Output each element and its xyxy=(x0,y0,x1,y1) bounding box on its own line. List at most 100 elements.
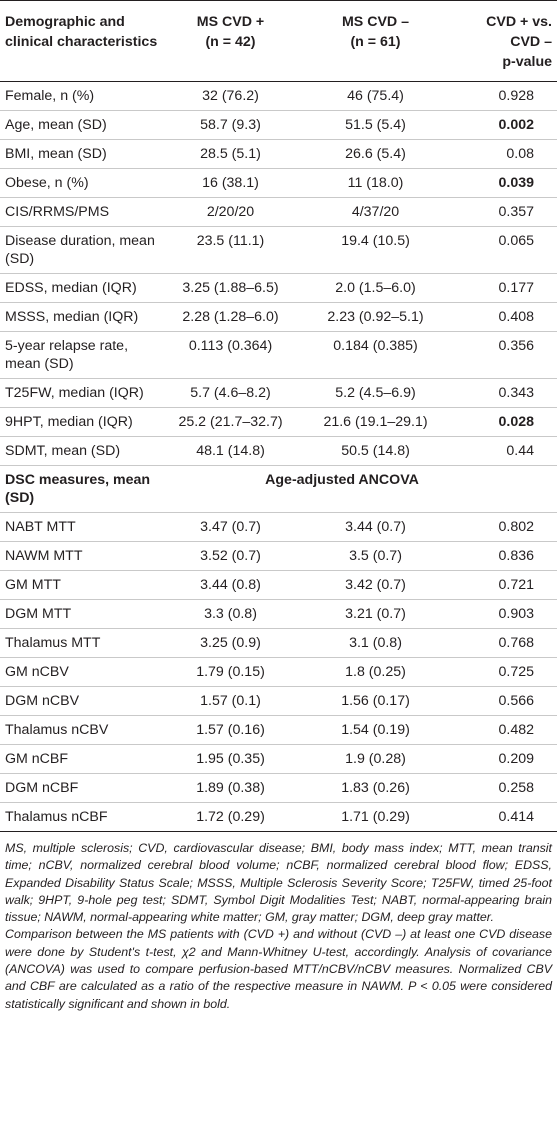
row-label: NAWM MTT xyxy=(0,541,163,571)
cvd-positive-value: 25.2 (21.7–32.7) xyxy=(163,407,298,437)
table-row: Thalamus nCBV 1.57 (0.16) 1.54 (0.19) 0.482 xyxy=(0,715,557,745)
p-value: 0.566 xyxy=(453,686,557,716)
cvd-positive-value: 2/20/20 xyxy=(163,197,298,227)
cvd-negative-value: 3.21 (0.7) xyxy=(298,599,453,629)
row-label: EDSS, median (IQR) xyxy=(0,273,163,303)
table-row: 5-year relapse rate, mean (SD) 0.113 (0.3… xyxy=(0,331,557,379)
row-label: BMI, mean (SD) xyxy=(0,139,163,169)
table-row: CIS/RRMS/PMS 2/20/20 4/37/20 0.357 xyxy=(0,197,557,227)
table-row: Age, mean (SD) 58.7 (9.3) 51.5 (5.4) 0.002 xyxy=(0,110,557,140)
table-row: BMI, mean (SD) 28.5 (5.1) 26.6 (5.4) 0.08 xyxy=(0,139,557,169)
dsc-section-header: DSC measures, mean (SD) Age-adjusted ANC… xyxy=(0,465,557,513)
row-label: Disease duration, mean (SD) xyxy=(0,226,163,274)
table-row: Thalamus nCBF 1.72 (0.29) 1.71 (0.29) 0.414 xyxy=(0,802,557,832)
header-characteristics: Demographic and clinical characteristics xyxy=(0,0,163,82)
header-p-line2: CVD – xyxy=(510,34,552,50)
p-value: 0.414 xyxy=(453,802,557,832)
table-row: MSSS, median (IQR) 2.28 (1.28–6.0) 2.23 (0… xyxy=(0,302,557,332)
cvd-negative-value: 46 (75.4) xyxy=(298,81,453,111)
cvd-negative-value: 3.1 (0.8) xyxy=(298,628,453,658)
cvd-positive-value: 32 (76.2) xyxy=(163,81,298,111)
cvd-negative-value: 3.42 (0.7) xyxy=(298,570,453,600)
header-cvd-positive-label: MS CVD + xyxy=(196,14,265,30)
cvd-negative-value: 19.4 (10.5) xyxy=(298,226,453,274)
p-value: 0.065 xyxy=(453,226,557,274)
cvd-negative-value: 21.6 (19.1–29.1) xyxy=(298,407,453,437)
cvd-positive-value: 1.89 (0.38) xyxy=(163,773,298,803)
cvd-negative-value: 4/37/20 xyxy=(298,197,453,227)
table-row: Obese, n (%) 16 (38.1) 11 (18.0) 0.039 xyxy=(0,168,557,198)
table-row: 9HPT, median (IQR) 25.2 (21.7–32.7) 21.6 (… xyxy=(0,407,557,437)
cvd-positive-value: 1.95 (0.35) xyxy=(163,744,298,774)
dsc-section: DSC measures, mean (SD) Age-adjusted ANC… xyxy=(0,465,557,513)
p-value: 0.002 xyxy=(453,110,557,140)
cvd-negative-value: 1.83 (0.26) xyxy=(298,773,453,803)
p-value: 0.836 xyxy=(453,541,557,571)
p-value: 0.258 xyxy=(453,773,557,803)
table-row: GM nCBV 1.79 (0.15) 1.8 (0.25) 0.725 xyxy=(0,657,557,687)
footnote-comparison: Comparison between the MS patients with … xyxy=(5,927,552,1011)
table-row: Thalamus MTT 3.25 (0.9) 3.1 (0.8) 0.768 xyxy=(0,628,557,658)
row-label: DGM nCBF xyxy=(0,773,163,803)
cvd-positive-value: 1.72 (0.29) xyxy=(163,802,298,832)
table-footnotes: MS, multiple sclerosis; CVD, cardiovascu… xyxy=(0,832,557,1013)
row-label: GM nCBV xyxy=(0,657,163,687)
cvd-positive-value: 3.3 (0.8) xyxy=(163,599,298,629)
p-value: 0.028 xyxy=(453,407,557,437)
cvd-positive-value: 28.5 (5.1) xyxy=(163,139,298,169)
cvd-positive-value: 3.47 (0.7) xyxy=(163,512,298,542)
cvd-positive-value: 58.7 (9.3) xyxy=(163,110,298,140)
table-figure: Demographic and clinical characteristics… xyxy=(0,0,557,1013)
header-p-value: CVD + vs. CVD – p-value xyxy=(453,0,557,82)
row-label: DGM MTT xyxy=(0,599,163,629)
table-row: GM MTT 3.44 (0.8) 3.42 (0.7) 0.721 xyxy=(0,570,557,600)
p-value: 0.928 xyxy=(453,81,557,111)
cvd-positive-value: 5.7 (4.6–8.2) xyxy=(163,378,298,408)
cvd-positive-value: 48.1 (14.8) xyxy=(163,436,298,466)
table-row: T25FW, median (IQR) 5.7 (4.6–8.2) 5.2 (4.5… xyxy=(0,378,557,408)
p-value: 0.903 xyxy=(453,599,557,629)
row-label: SDMT, mean (SD) xyxy=(0,436,163,466)
p-value: 0.209 xyxy=(453,744,557,774)
cvd-positive-value: 3.25 (1.88–6.5) xyxy=(163,273,298,303)
cvd-positive-value: 1.57 (0.1) xyxy=(163,686,298,716)
cvd-negative-value: 1.8 (0.25) xyxy=(298,657,453,687)
dsc-section-label: DSC measures, mean (SD) xyxy=(0,465,163,513)
row-label: Obese, n (%) xyxy=(0,168,163,198)
cvd-positive-value: 1.57 (0.16) xyxy=(163,715,298,745)
p-value: 0.768 xyxy=(453,628,557,658)
p-value: 0.357 xyxy=(453,197,557,227)
header-p-line1: CVD + vs. xyxy=(486,14,552,30)
table-row: DGM nCBV 1.57 (0.1) 1.56 (0.17) 0.566 xyxy=(0,686,557,716)
header-cvd-negative: MS CVD – (n = 61) xyxy=(298,0,453,82)
table-row: GM nCBF 1.95 (0.35) 1.9 (0.28) 0.209 xyxy=(0,744,557,774)
p-value: 0.039 xyxy=(453,168,557,198)
table-header: Demographic and clinical characteristics… xyxy=(0,0,557,82)
header-p-line3: p-value xyxy=(502,54,552,70)
dsc-rows: NABT MTT 3.47 (0.7) 3.44 (0.7) 0.802 NAWM MT… xyxy=(0,512,557,832)
p-value: 0.721 xyxy=(453,570,557,600)
cvd-negative-value: 1.54 (0.19) xyxy=(298,715,453,745)
cvd-positive-value: 0.113 (0.364) xyxy=(163,331,298,379)
cvd-positive-value: 1.79 (0.15) xyxy=(163,657,298,687)
row-label: T25FW, median (IQR) xyxy=(0,378,163,408)
p-value: 0.44 xyxy=(453,436,557,466)
cvd-positive-value: 3.52 (0.7) xyxy=(163,541,298,571)
header-cvd-negative-label: MS CVD – xyxy=(341,14,409,30)
table-row: Female, n (%) 32 (76.2) 46 (75.4) 0.928 xyxy=(0,81,557,111)
row-label: DGM nCBV xyxy=(0,686,163,716)
p-value: 0.408 xyxy=(453,302,557,332)
table-row: DGM nCBF 1.89 (0.38) 1.83 (0.26) 0.258 xyxy=(0,773,557,803)
table-row: SDMT, mean (SD) 48.1 (14.8) 50.5 (14.8) 0.4… xyxy=(0,436,557,466)
table-row: NAWM MTT 3.52 (0.7) 3.5 (0.7) 0.836 xyxy=(0,541,557,571)
table-row: EDSS, median (IQR) 3.25 (1.88–6.5) 2.0 (1.… xyxy=(0,273,557,303)
cvd-negative-value: 1.9 (0.28) xyxy=(298,744,453,774)
p-value: 0.177 xyxy=(453,273,557,303)
row-label: Thalamus MTT xyxy=(0,628,163,658)
row-label: Female, n (%) xyxy=(0,81,163,111)
cvd-positive-value: 2.28 (1.28–6.0) xyxy=(163,302,298,332)
header-cvd-negative-n: (n = 61) xyxy=(350,34,401,50)
p-value: 0.08 xyxy=(453,139,557,169)
cvd-negative-value: 1.56 (0.17) xyxy=(298,686,453,716)
row-label: GM nCBF xyxy=(0,744,163,774)
